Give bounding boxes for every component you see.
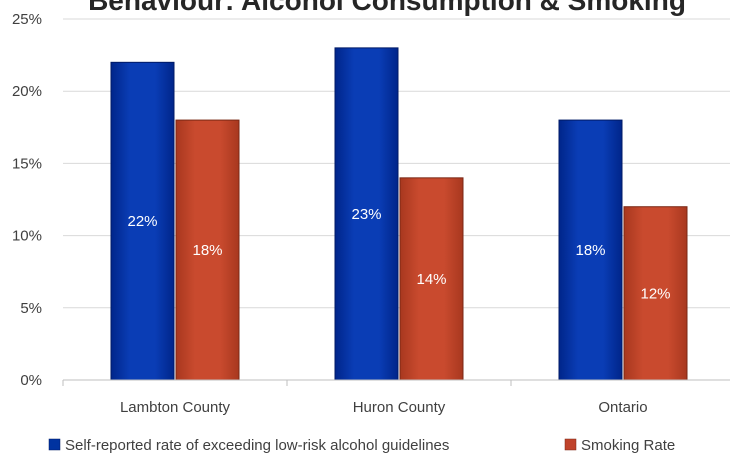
bar-data-label: 23% — [351, 206, 381, 223]
bar-data-label: 18% — [575, 242, 605, 259]
y-axis: 0% 5% 10% 15% 20% 25% — [12, 11, 42, 389]
legend-swatch — [564, 438, 577, 451]
bar-data-label: 22% — [127, 213, 157, 230]
x-axis: Lambton County Huron County Ontario — [62, 379, 730, 416]
y-tick-label: 0% — [20, 372, 42, 389]
y-tick-label: 20% — [12, 83, 42, 100]
legend-swatch — [48, 438, 61, 451]
legend: Self-reported rate of exceeding low-risk… — [48, 437, 675, 454]
bars: 22% 18% 23% 14% 18% 12% — [110, 47, 688, 381]
bar-data-label: 18% — [192, 242, 222, 259]
legend-label: Smoking Rate — [581, 437, 675, 454]
gridlines — [63, 18, 730, 309]
y-tick-label: 15% — [12, 155, 42, 172]
y-tick-label: 5% — [20, 300, 42, 317]
x-tick-label: Lambton County — [120, 399, 231, 416]
bar-alcohol — [334, 47, 399, 381]
bar-data-label: 14% — [416, 271, 446, 288]
bar-alcohol — [558, 119, 623, 381]
bar-data-label: 12% — [640, 285, 670, 302]
x-tick-label: Huron County — [353, 399, 446, 416]
chart-title: Behaviour: Alcohol Consumption & Smoking — [88, 0, 686, 16]
x-tick-label: Ontario — [598, 399, 647, 416]
bar-smoking — [399, 177, 464, 381]
legend-label: Self-reported rate of exceeding low-risk… — [65, 437, 449, 454]
bar-smoking — [623, 206, 688, 381]
y-tick-label: 10% — [12, 228, 42, 245]
y-tick-label: 25% — [12, 11, 42, 28]
bar-alcohol — [110, 61, 175, 381]
